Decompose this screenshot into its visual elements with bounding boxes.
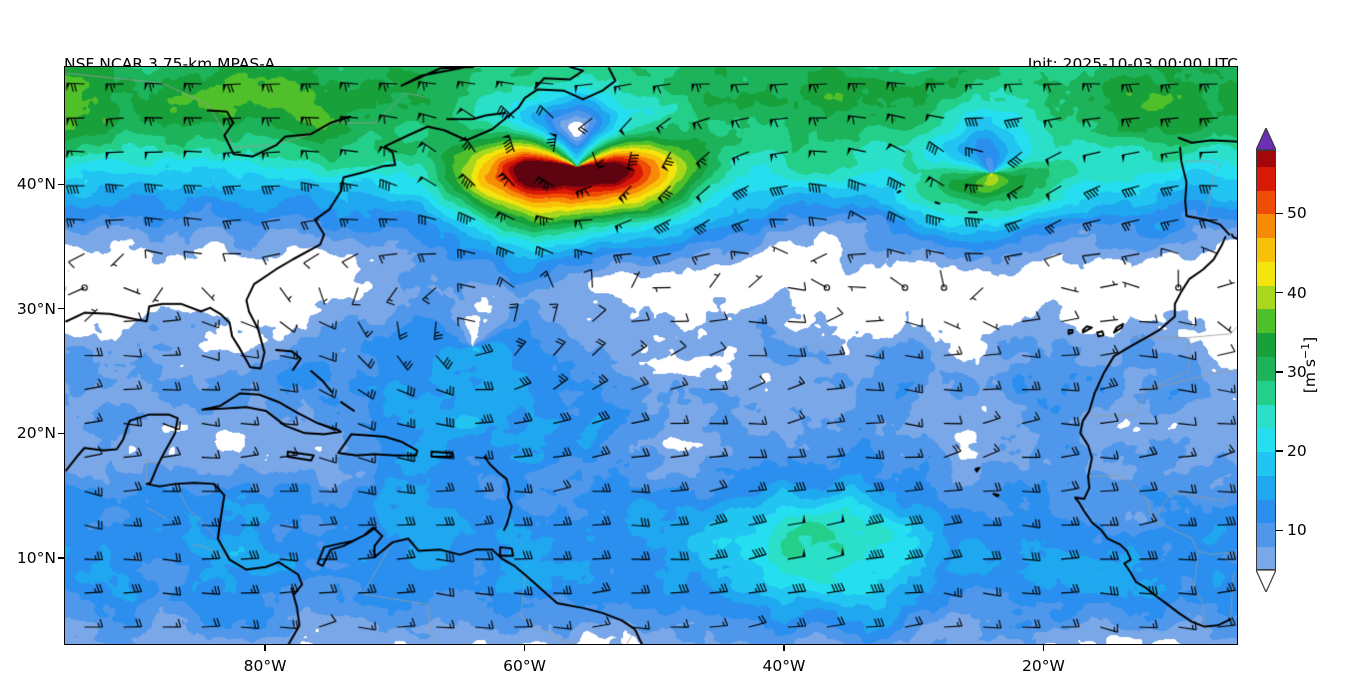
- colorbar-tick-label: 20: [1287, 442, 1307, 461]
- wind-barb-layer: [65, 67, 1237, 644]
- colorbar-over-arrow: [1256, 128, 1276, 150]
- colorbar-tick-mark: [1276, 371, 1283, 373]
- colorbar-under-arrow: [1256, 570, 1276, 592]
- colorbar-tick-mark: [1276, 450, 1283, 452]
- colorbar-segment: [1257, 499, 1275, 524]
- colorbar[interactable]: 10 20 30 40 50: [1252, 128, 1307, 593]
- x-tick-label: 20°W: [1022, 657, 1065, 675]
- colorbar-segment: [1257, 333, 1275, 358]
- y-tick-mark: [58, 183, 64, 185]
- colorbar-tick-label: 50: [1287, 204, 1307, 223]
- x-tick-label: 80°W: [243, 657, 287, 675]
- colorbar-segment: [1257, 166, 1275, 191]
- colorbar-gradient: [1256, 150, 1276, 570]
- x-tick-label: 40°W: [762, 657, 806, 675]
- colorbar-segment: [1257, 475, 1275, 500]
- colorbar-segment: [1257, 151, 1275, 167]
- y-tick-label: 30°N: [16, 299, 56, 318]
- colorbar-segment: [1257, 309, 1275, 334]
- colorbar-tick-label: 10: [1287, 521, 1307, 540]
- y-tick-label: 40°N: [16, 175, 56, 194]
- y-tick-mark: [58, 557, 64, 559]
- colorbar-segment: [1257, 452, 1275, 476]
- colorbar-segment: [1257, 428, 1275, 453]
- colorbar-tick-mark: [1276, 291, 1283, 294]
- x-tick-mark: [1042, 645, 1045, 651]
- x-tick-mark: [523, 645, 526, 651]
- colorbar-segment: [1257, 214, 1275, 239]
- colorbar-tick-mark: [1276, 529, 1283, 532]
- x-tick-mark: [783, 645, 785, 651]
- colorbar-segment: [1257, 261, 1275, 286]
- colorbar-tick-label: 30: [1287, 362, 1307, 381]
- colorbar-segment: [1257, 357, 1275, 381]
- colorbar-segment: [1257, 285, 1275, 310]
- colorbar-axis-label: [m s−1]: [1298, 336, 1320, 394]
- colorbar-segment: [1257, 380, 1275, 405]
- colorbar-tick-label: 40: [1287, 283, 1307, 302]
- colorbar-tick-mark: [1276, 212, 1283, 215]
- y-tick-mark: [58, 432, 64, 434]
- y-tick-mark: [58, 308, 64, 310]
- y-tick-label: 10°N: [16, 548, 56, 567]
- x-tick-mark: [264, 645, 266, 651]
- colorbar-segment: [1257, 404, 1275, 429]
- y-tick-label: 20°N: [16, 424, 56, 443]
- colorbar-segment: [1257, 523, 1275, 548]
- colorbar-segment: [1257, 547, 1275, 569]
- colorbar-segment: [1257, 190, 1275, 215]
- map-plot-area[interactable]: [64, 66, 1238, 645]
- x-tick-label: 60°W: [503, 657, 546, 675]
- colorbar-segment: [1257, 238, 1275, 262]
